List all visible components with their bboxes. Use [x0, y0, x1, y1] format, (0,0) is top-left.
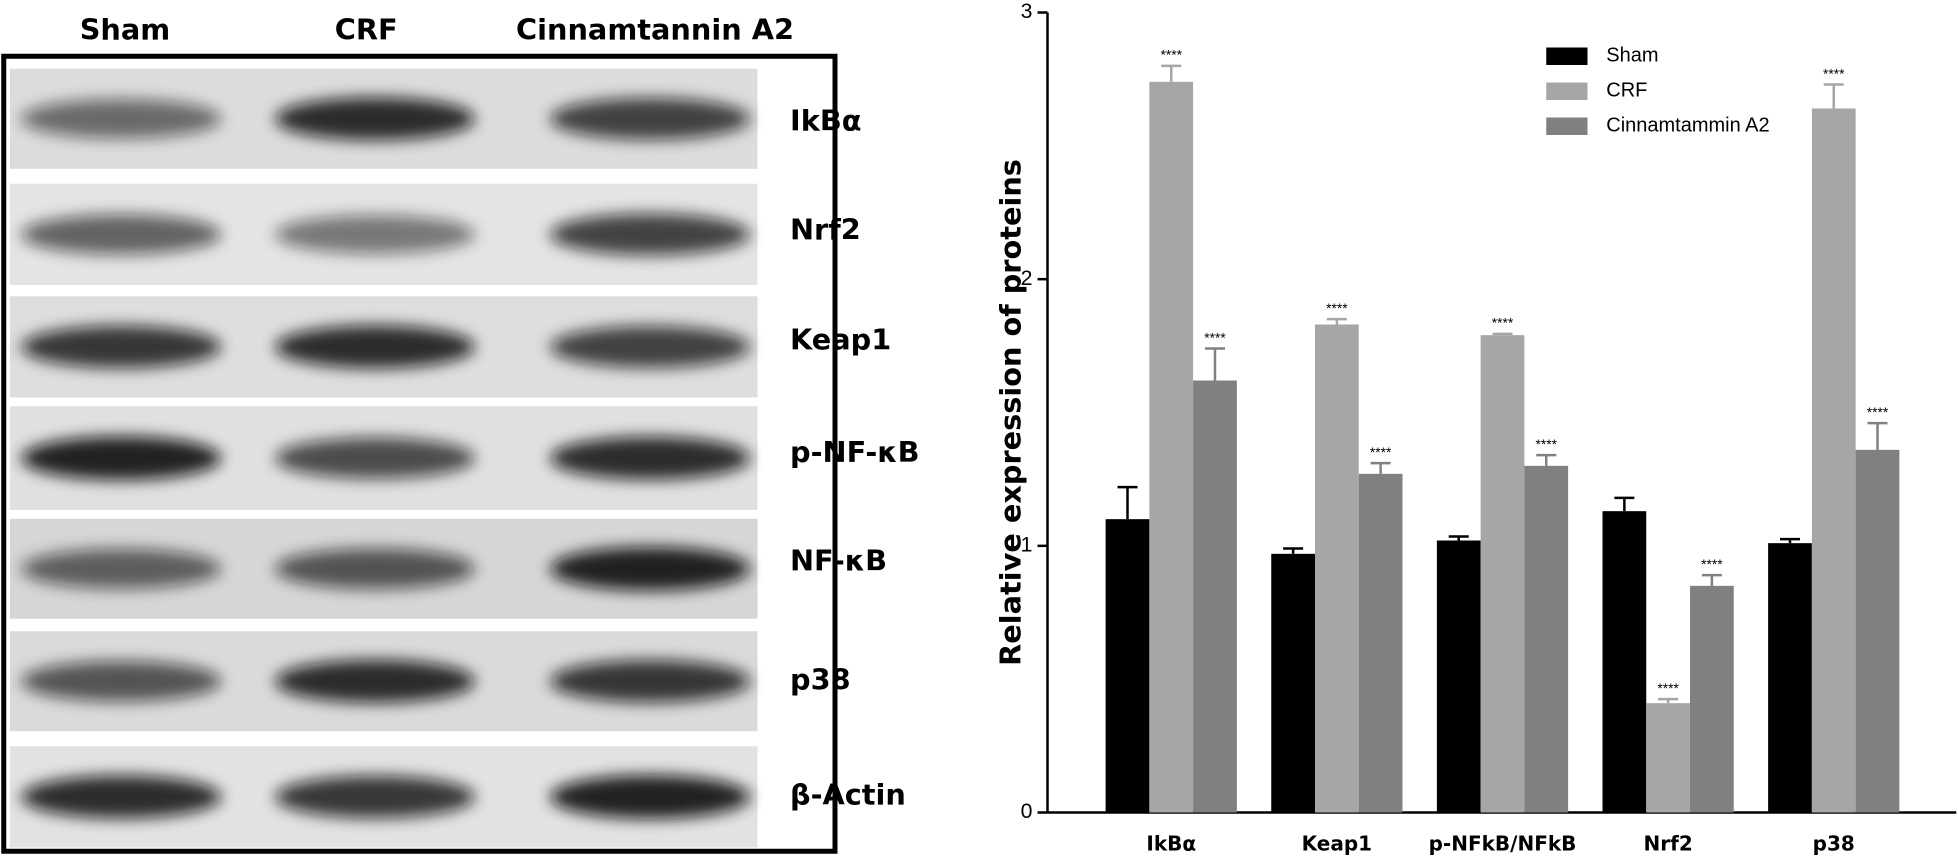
protein-label: IkBα: [790, 104, 861, 138]
error-bar: [1614, 496, 1635, 512]
blot-frame: [1, 53, 838, 854]
error-bar: [1117, 485, 1138, 520]
blot-band: [550, 436, 750, 480]
protein-label: p-NF-κB: [790, 435, 920, 469]
legend-label: CRF: [1606, 80, 1647, 102]
legend-swatch: [1546, 47, 1588, 65]
error-bar: [1370, 461, 1391, 474]
blot-band: [21, 660, 222, 702]
bar: [1646, 703, 1690, 813]
significance-label: ****: [1701, 557, 1723, 572]
blot-band: [275, 97, 475, 141]
legend-label: Sham: [1606, 45, 1658, 67]
x-tick-label: p38: [1813, 832, 1855, 856]
legend-swatch: [1546, 82, 1588, 100]
lane-label: Sham: [80, 12, 171, 46]
error-bar: [1701, 573, 1722, 586]
legend-label: Cinnamtammin A2: [1606, 115, 1769, 137]
protein-label: NF-κB: [790, 544, 887, 578]
blot-band: [21, 214, 222, 255]
y-tick-label: 3: [1021, 0, 1033, 23]
x-tick-label: p-NFkB/NFkB: [1429, 832, 1577, 856]
blot-band: [21, 99, 222, 139]
blot-band: [275, 215, 475, 254]
protein-label: Nrf2: [790, 212, 861, 246]
blot-band: [21, 325, 222, 369]
bar: [1811, 108, 1856, 813]
significance-label: ****: [1326, 301, 1348, 316]
error-bar: [1283, 547, 1304, 554]
blot-band: [275, 437, 475, 479]
lane-label: Cinnamtannin A2: [516, 12, 794, 46]
bar: [1524, 465, 1569, 813]
lane-label: CRF: [335, 12, 398, 46]
error-bar: [1448, 535, 1469, 541]
legend-swatch: [1546, 117, 1588, 135]
blot-band: [550, 546, 750, 591]
bar: [1358, 473, 1403, 813]
y-tick-label: 1: [1021, 532, 1033, 556]
significance-label: ****: [1536, 437, 1558, 452]
error-bar: [1492, 332, 1513, 336]
blot-band: [275, 775, 475, 819]
error-bar: [1867, 421, 1888, 450]
blot-band: [550, 325, 750, 368]
bar: [1602, 511, 1647, 813]
error-bar: [1823, 83, 1844, 109]
y-tick-label: 2: [1021, 266, 1033, 290]
bar: [1105, 519, 1150, 813]
bar: [1690, 585, 1734, 813]
significance-label: ****: [1161, 48, 1183, 63]
significance-label: ****: [1867, 405, 1889, 420]
error-bar: [1204, 347, 1225, 381]
x-tick-label: Nrf2: [1644, 832, 1693, 856]
y-axis-label: Relative expression of proteins: [993, 159, 1027, 666]
significance-label: ****: [1492, 316, 1514, 331]
blot-band: [550, 660, 750, 703]
western-blot: Sham CRF Cinnamtannin A2 IkBα Nrf2 Keap1 p-NF-…: [10, 12, 920, 848]
x-tick-label: Keap1: [1302, 832, 1372, 856]
error-bar: [1658, 697, 1679, 704]
y-tick-label: 0: [1021, 799, 1033, 823]
bar-chart: 0 1 2 3 Relative expression of proteins IkBα *…: [993, 0, 1957, 856]
protein-label: β-Actin: [790, 777, 906, 811]
x-tick-label: IkBα: [1146, 832, 1196, 856]
significance-label: ****: [1823, 66, 1845, 81]
blot-band: [275, 325, 475, 369]
bar: [1149, 81, 1194, 813]
bar: [1271, 553, 1315, 813]
bar: [1855, 449, 1900, 813]
error-bar: [1536, 453, 1557, 466]
blot-band: [21, 436, 222, 480]
bar: [1436, 540, 1481, 813]
significance-label: ****: [1370, 445, 1392, 460]
blot-band: [550, 213, 750, 256]
bar: [1193, 380, 1237, 813]
bar: [1480, 335, 1525, 813]
bar: [1315, 324, 1359, 813]
bar: [1768, 543, 1812, 813]
error-bar: [1326, 317, 1347, 325]
blot-band: [275, 659, 475, 703]
blot-band: [550, 97, 750, 140]
blot-band: [21, 548, 222, 589]
protein-label: Keap1: [790, 322, 891, 356]
significance-label: ****: [1657, 681, 1679, 696]
blot-band: [275, 548, 475, 590]
significance-label: ****: [1204, 330, 1226, 345]
blot-band: [21, 775, 222, 819]
blot-band: [550, 775, 750, 819]
protein-label: p38: [790, 662, 851, 696]
error-bar: [1779, 537, 1800, 544]
error-bar: [1161, 64, 1182, 82]
